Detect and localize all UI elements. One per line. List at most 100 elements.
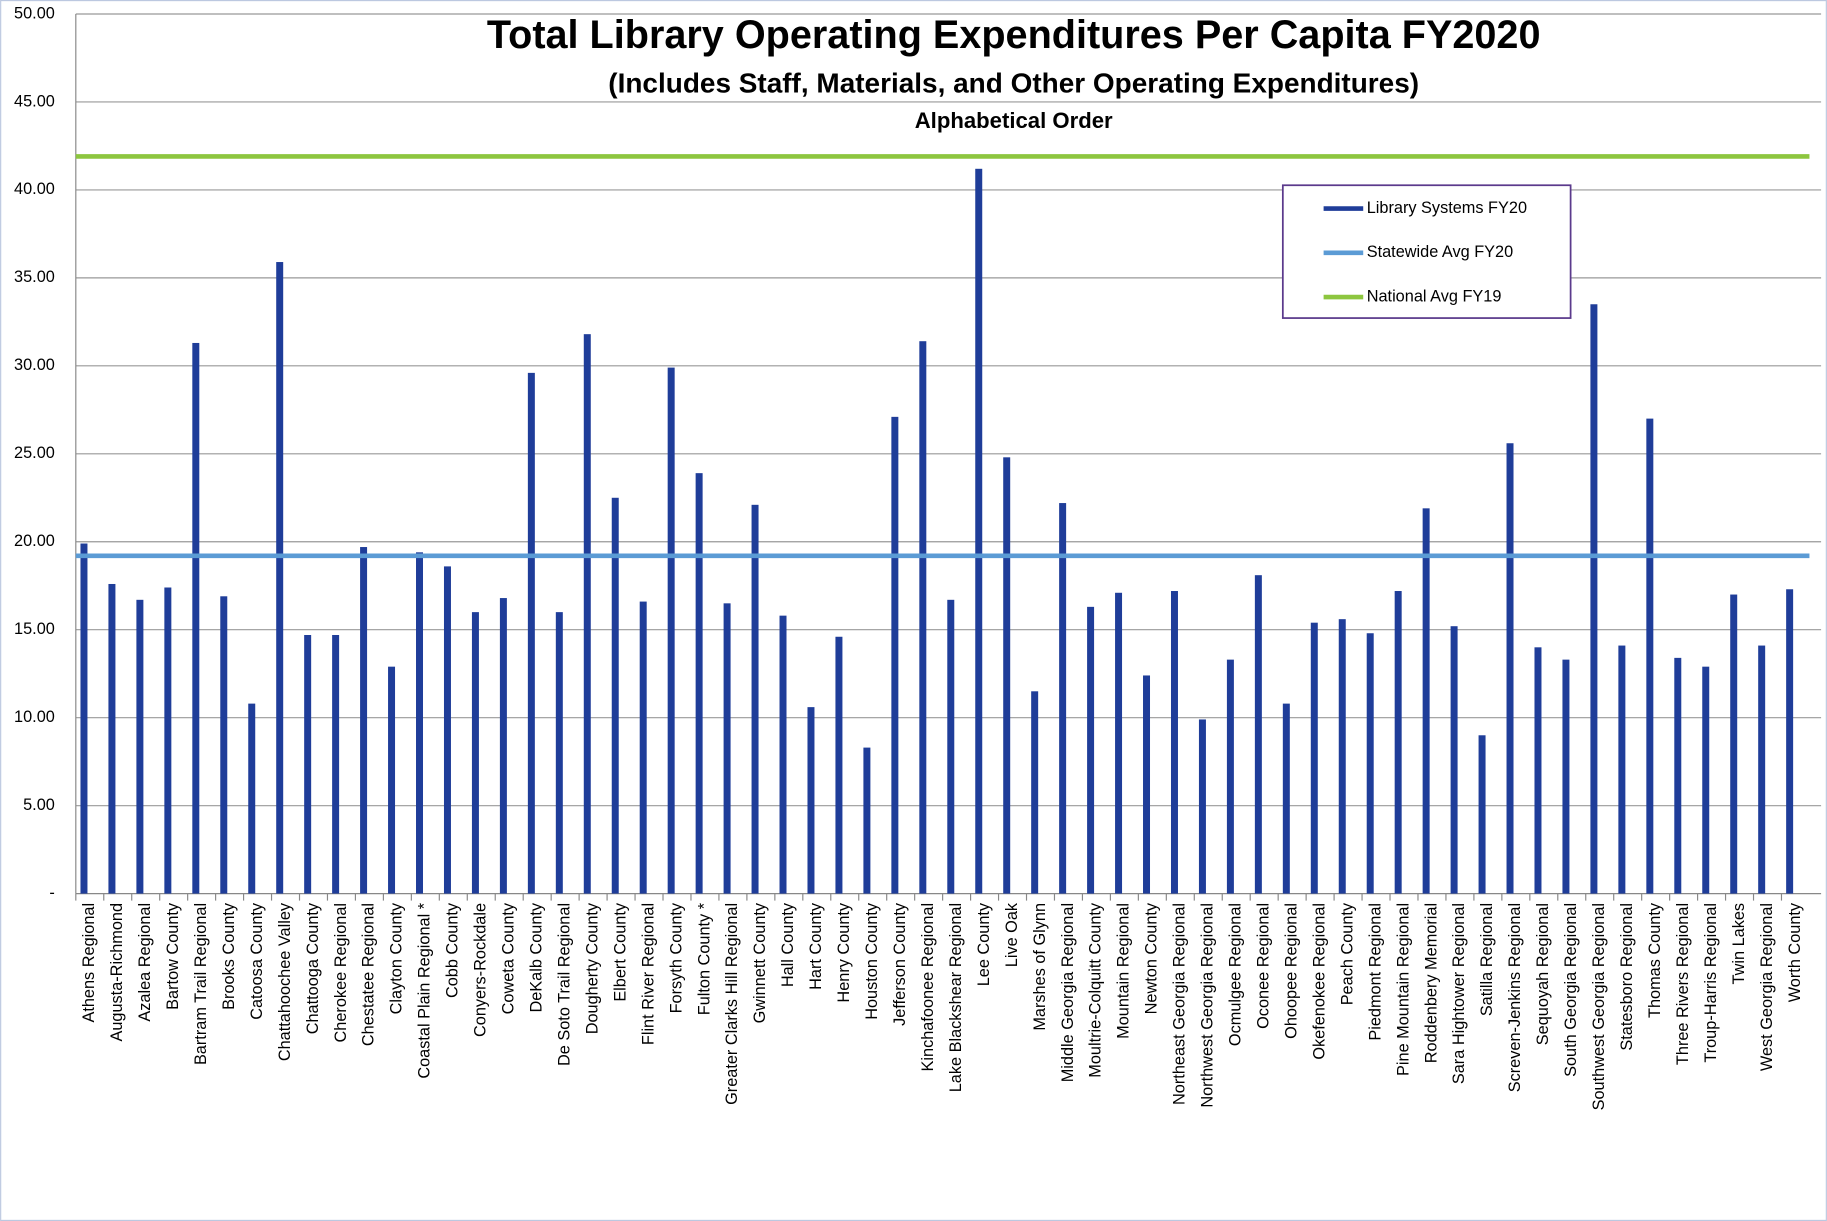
bar [1031, 691, 1039, 894]
x-tick-label: Three Rivers Regional [1674, 903, 1692, 1065]
bar [891, 416, 899, 894]
bar [639, 601, 647, 894]
x-tick-label: Sara Hightower Regional [1450, 903, 1468, 1084]
x-tick-label: Screven-Jenkins Regional [1506, 903, 1524, 1092]
bar [1170, 591, 1178, 894]
x-tick-label: Bartram Trail Regional [192, 903, 210, 1065]
x-tick-label: Clayton County [388, 902, 406, 1014]
bar [80, 543, 88, 894]
x-tick-label: Twin Lakes [1730, 903, 1748, 985]
bar [1059, 503, 1067, 894]
x-tick-label: Kinchafoonee Regional [919, 903, 937, 1072]
x-tick-label: Roddenbery Memorial [1422, 903, 1440, 1063]
x-tick-label: Northwest Georgia Regional [1199, 903, 1217, 1108]
x-tick-label: Fulton County * [695, 902, 713, 1015]
x-tick-label: Lee County [975, 902, 993, 986]
bar [164, 587, 172, 894]
x-tick-label: Mountain Regional [1115, 903, 1133, 1039]
bar [1143, 675, 1151, 894]
y-tick-label: 30.00 [14, 356, 55, 374]
x-tick-label: Northeast Georgia Regional [1171, 903, 1189, 1105]
bar [1674, 657, 1682, 894]
x-tick-label: Moultrie-Colquitt County [1087, 902, 1105, 1078]
y-tick-label: 15.00 [14, 620, 55, 638]
bar [751, 504, 759, 894]
x-tick-label: Satilla Regional [1478, 903, 1496, 1016]
bar [1702, 666, 1710, 894]
bar [1115, 592, 1123, 894]
legend-label: Statewide Avg FY20 [1367, 243, 1513, 261]
x-tick-label: De Soto Trail Regional [555, 903, 573, 1066]
x-tick-label: Azalea Regional [136, 903, 154, 1022]
bar [919, 341, 927, 894]
bar [863, 747, 871, 894]
y-tick-label: 10.00 [14, 708, 55, 726]
bar [443, 566, 451, 894]
bar [695, 473, 703, 894]
x-tick-label: Coweta County [500, 902, 518, 1014]
x-tick-label: Houston County [863, 902, 881, 1020]
x-tick-label: Elbert County [611, 902, 629, 1002]
bar [416, 552, 424, 894]
y-tick-label: 20.00 [14, 532, 55, 550]
bar [1758, 645, 1766, 894]
bar [667, 367, 675, 894]
bar [1394, 591, 1402, 894]
bar [1534, 647, 1542, 894]
x-tick-label: Conyers-Rockdale [472, 903, 490, 1037]
chart-title: Total Library Operating Expenditures Per… [487, 13, 1541, 57]
x-tick-label: Cobb County [444, 902, 462, 998]
x-tick-label: Brooks County [220, 902, 238, 1010]
bar [555, 612, 563, 894]
bar [304, 635, 312, 894]
legend: Library Systems FY20 Statewide Avg FY20 Na… [1281, 184, 1572, 319]
x-tick-label: Piedmont Regional [1366, 903, 1384, 1041]
bar [1338, 619, 1346, 894]
x-tick-label: Oconee Regional [1255, 903, 1273, 1029]
bar [1786, 589, 1794, 894]
x-tick-label: Hall County [779, 902, 797, 987]
y-tick-label: 40.00 [14, 180, 55, 198]
x-tick-label: Troup-Harris Regional [1702, 903, 1720, 1063]
chart-subtitle: (Includes Staff, Materials, and Other Op… [608, 67, 1419, 98]
x-tick-label: Hart County [807, 902, 825, 990]
bar [1198, 719, 1206, 894]
x-tick-label: West Georgia Regional [1758, 903, 1776, 1071]
bar [1562, 659, 1570, 894]
x-tick-label: Cherokee Regional [332, 903, 350, 1043]
y-tick-label: 50.00 [14, 4, 55, 22]
chart-annotation: Alphabetical Order [915, 108, 1113, 133]
bar [1087, 606, 1095, 894]
x-tick-label: Henry County [835, 902, 853, 1002]
bar [471, 612, 479, 894]
bar [975, 168, 983, 894]
x-tick-label: Peach County [1338, 902, 1356, 1005]
x-tick-label: Ohoopee Regional [1282, 903, 1300, 1039]
x-tick-label: Worth County [1786, 902, 1804, 1002]
bar [1422, 508, 1430, 894]
bar [220, 596, 228, 894]
bar [1003, 457, 1011, 894]
bar [527, 372, 535, 894]
x-tick-label: Forsyth County [667, 902, 685, 1013]
bar [192, 342, 200, 894]
y-tick-label: 45.00 [14, 92, 55, 110]
x-tick-label: Gwinnett County [751, 902, 769, 1023]
x-tick-label: Bartow County [164, 902, 182, 1010]
legend-label: National Avg FY19 [1367, 287, 1502, 305]
bar [499, 598, 507, 894]
y-tick-label: 25.00 [14, 444, 55, 462]
bar [947, 599, 955, 894]
x-tick-label: South Georgia Regional [1562, 903, 1580, 1077]
y-tick-label: 5.00 [23, 796, 55, 814]
x-tick-label: DeKalb County [527, 902, 545, 1012]
x-tick-label: Dougherty County [583, 902, 601, 1034]
x-tick-label: Thomas County [1646, 902, 1664, 1018]
bar [276, 262, 284, 894]
bar [388, 666, 396, 894]
bar [723, 603, 731, 894]
x-tick-label: Sequoyah Regional [1534, 903, 1552, 1045]
bar [1618, 645, 1626, 894]
x-tick-label: Chattahoochee Valley [276, 902, 294, 1061]
